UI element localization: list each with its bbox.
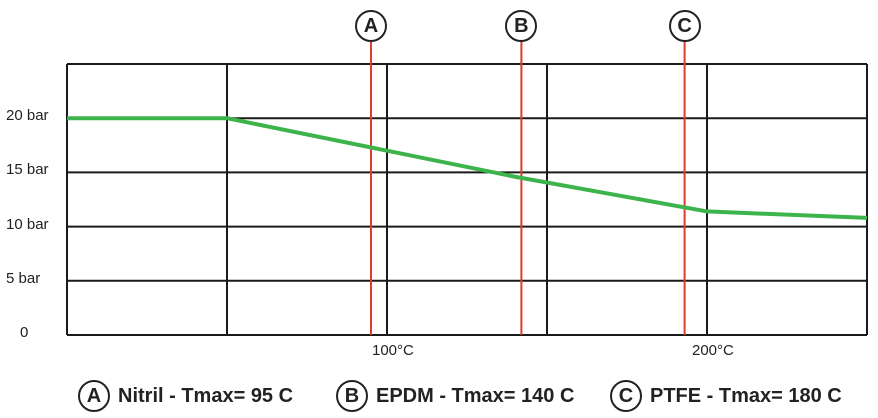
legend-label-c: PTFE - Tmax= 180 C: [650, 384, 842, 407]
legend-item-b: B EPDM - Tmax= 140 C: [336, 378, 574, 414]
y-tick-label: 10 bar: [6, 215, 49, 233]
legend-item-c: C PTFE - Tmax= 180 C: [610, 378, 842, 414]
series-line: [67, 116, 868, 220]
marker-label-c: C: [668, 10, 701, 42]
marker-label-a: A: [355, 10, 387, 42]
legend-item-a: A Nitril - Tmax= 95 C: [78, 378, 293, 414]
x-tick-label: 100°C: [372, 342, 414, 359]
y-tick-label: 0: [20, 324, 29, 341]
legend-label-b: EPDM - Tmax= 140 C: [376, 384, 575, 407]
x-tick-label: 200°C: [692, 342, 734, 359]
marker-label-b: B: [505, 10, 538, 42]
legend-marker-b: B: [336, 380, 368, 412]
legend-marker-a: A: [78, 380, 110, 412]
legend-label-a: Nitril - Tmax= 95 C: [118, 384, 294, 407]
y-tick-label: 20 bar: [6, 107, 49, 125]
y-tick-label: 5 bar: [6, 269, 41, 287]
legend-marker-c: C: [610, 380, 642, 412]
y-tick-label: 15 bar: [6, 161, 49, 179]
